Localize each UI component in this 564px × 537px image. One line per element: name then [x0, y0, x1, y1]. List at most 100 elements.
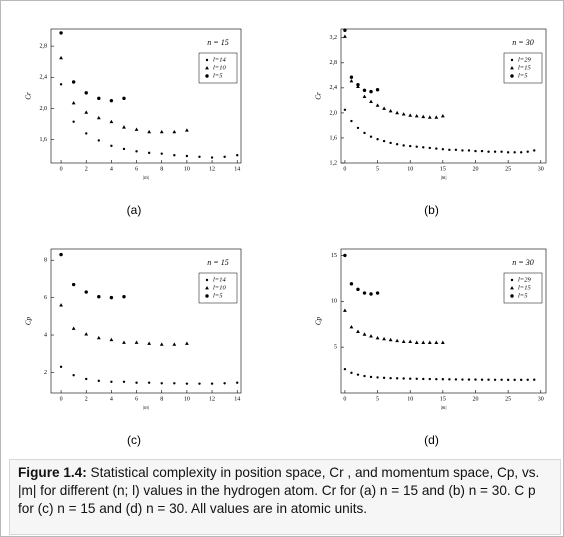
triangle-point: [395, 338, 400, 343]
caption-label: Figure 1.4:: [18, 465, 87, 480]
triangle-point: [427, 115, 432, 119]
small-dot-point: [513, 378, 516, 382]
triangle-point: [369, 334, 373, 338]
dot-point: [71, 282, 76, 287]
small-dot-point: [236, 154, 239, 157]
small-dot-point: [467, 149, 471, 152]
small-dot-point: [435, 377, 438, 381]
dot-point: [362, 88, 367, 93]
small-dot-point: [454, 378, 458, 381]
small-dot-point: [185, 382, 189, 385]
dot-point: [122, 96, 126, 101]
small-dot-point: [519, 378, 523, 382]
small-dot-point: [493, 150, 497, 153]
triangle-point: [440, 114, 445, 118]
triangle-point: [421, 114, 426, 119]
annotation: n = 30: [512, 258, 533, 267]
small-dot-point: [97, 139, 101, 142]
triangle-point: [440, 340, 445, 344]
small-dot-point: [402, 144, 405, 147]
small-dot-point: [356, 373, 360, 376]
legend-label: l=5: [518, 72, 528, 79]
triangle-point: [388, 109, 393, 113]
legend-label: l=14: [213, 56, 226, 63]
x-tick-label: 0: [343, 396, 346, 402]
dot-point: [375, 291, 380, 295]
y-tick-label: 2,8: [330, 60, 338, 66]
small-dot-point: [422, 377, 425, 381]
triangle-point: [59, 55, 63, 60]
small-dot-point: [526, 378, 529, 381]
small-dot-point: [467, 378, 471, 381]
x-tick-label: 0: [60, 166, 63, 172]
small-dot-point: [448, 378, 451, 381]
x-tick-label: 12: [209, 166, 215, 172]
small-dot-point: [395, 377, 399, 380]
caption: Figure 1.4: Statistical complexity in po…: [9, 459, 561, 535]
small-dot-point: [510, 58, 514, 62]
small-dot-point: [382, 376, 386, 380]
x-axis-label: |m|: [440, 176, 446, 181]
small-dot-point: [533, 378, 536, 381]
small-dot-point: [487, 378, 490, 381]
small-dot-point: [369, 135, 373, 138]
small-dot-point: [474, 149, 477, 153]
triangle-point: [349, 324, 354, 329]
x-tick-label: 0: [343, 166, 346, 172]
triangle-point: [414, 340, 419, 344]
triangle-point: [375, 335, 380, 340]
x-tick-label: 10: [407, 396, 413, 402]
x-tick-label: 5: [376, 396, 379, 402]
dot-point: [109, 98, 114, 103]
dot-point: [369, 292, 373, 296]
small-dot-point: [428, 377, 431, 381]
small-dot-point: [389, 376, 392, 380]
small-dot-point: [147, 381, 151, 384]
legend-label: l=15: [518, 64, 531, 71]
plot-frame: [340, 248, 547, 394]
small-dot-point: [363, 131, 366, 135]
x-tick-label: 20: [472, 396, 478, 402]
x-tick-label: 0: [60, 396, 63, 402]
triangle-point: [510, 286, 514, 290]
x-tick-label: 2: [85, 166, 88, 172]
triangle-point: [159, 129, 164, 134]
y-tick-label: 1,2: [330, 160, 338, 166]
x-tick-label: 14: [234, 396, 240, 402]
x-axis-label: |m|: [440, 406, 446, 411]
triangle-point: [122, 125, 126, 129]
legend-box: [198, 52, 238, 84]
triangle-point: [184, 128, 189, 132]
triangle-point: [96, 335, 101, 340]
small-dot-point: [110, 380, 113, 383]
triangle-point: [71, 101, 76, 105]
y-tick-label: 2,8: [40, 44, 48, 50]
small-dot-point: [369, 375, 373, 379]
small-dot-point: [382, 139, 386, 143]
y-axis-label: Cr: [315, 92, 323, 100]
small-dot-point: [415, 145, 418, 148]
triangle-point: [205, 66, 209, 70]
small-dot-point: [454, 148, 458, 152]
triangle-point: [362, 94, 367, 99]
y-tick-label: 10: [331, 299, 337, 305]
small-dot-point: [415, 377, 418, 380]
small-dot-point: [85, 132, 88, 135]
x-tick-label: 6: [135, 166, 138, 172]
dot-point: [356, 287, 360, 292]
triangle-point: [109, 337, 114, 342]
small-dot-point: [435, 147, 438, 150]
x-tick-label: 20: [472, 166, 478, 172]
annotation: n = 15: [207, 38, 228, 47]
legend-label: l=5: [213, 292, 223, 299]
legend-label: l=14: [213, 276, 226, 283]
dot-point: [71, 80, 76, 84]
small-dot-point: [72, 374, 75, 377]
dot-point: [97, 294, 101, 299]
plot-frame: [50, 248, 242, 394]
small-dot-point: [493, 378, 497, 381]
small-dot-point: [428, 146, 431, 150]
dot-point: [97, 96, 101, 101]
y-tick-label: 15: [331, 253, 337, 259]
